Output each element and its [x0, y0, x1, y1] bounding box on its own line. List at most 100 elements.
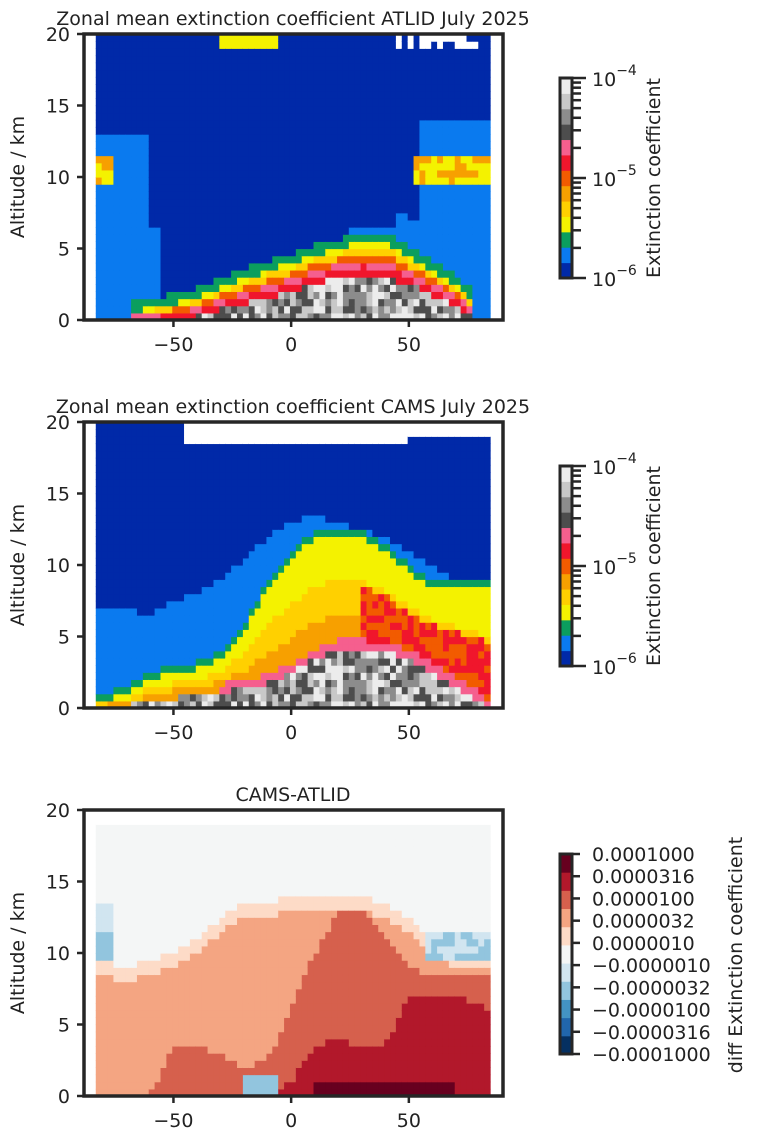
heatmap-cell — [478, 191, 485, 200]
heatmap-cell — [148, 277, 156, 285]
heatmap-cell — [172, 76, 179, 85]
heatmap-cell — [219, 291, 226, 300]
heatmap-cell — [372, 184, 379, 192]
heatmap-cell — [278, 557, 285, 566]
heatmap-cell — [178, 98, 185, 107]
heatmap-cell — [195, 162, 203, 171]
heatmap-cell — [95, 607, 103, 616]
heatmap-cell — [195, 205, 203, 214]
heatmap-cell — [360, 62, 368, 71]
heatmap-cell — [378, 62, 385, 71]
heatmap-cell — [107, 105, 115, 114]
heatmap-cell — [242, 298, 250, 307]
heatmap-cell — [448, 234, 456, 242]
heatmap-cell — [119, 312, 126, 321]
heatmap-cell — [484, 212, 491, 221]
heatmap-cell — [178, 672, 185, 680]
heatmap-cell — [378, 586, 385, 595]
heatmap-cell — [313, 62, 320, 71]
heatmap-cell — [184, 486, 191, 495]
heatmap-cell — [201, 119, 209, 128]
heatmap-cell — [207, 665, 215, 673]
heatmap-cell — [401, 69, 409, 78]
heatmap-cell — [195, 291, 203, 300]
heatmap-cell — [278, 162, 285, 171]
heatmap-cell — [231, 105, 238, 114]
heatmap-cell — [242, 522, 250, 530]
heatmap-cell — [425, 126, 432, 135]
heatmap-cell — [154, 507, 162, 516]
heatmap-cell — [142, 312, 150, 321]
heatmap-cell — [278, 105, 285, 114]
heatmap-cell — [248, 84, 256, 92]
heatmap-cell — [166, 98, 173, 107]
heatmap-cell — [154, 472, 162, 480]
heatmap-cell — [301, 41, 309, 49]
heatmap-cell — [207, 241, 215, 250]
heatmap-cell — [301, 615, 309, 623]
heatmap-cell — [266, 464, 273, 473]
heatmap-cell — [136, 162, 144, 171]
heatmap-cell — [213, 98, 220, 107]
heatmap-cell — [419, 284, 426, 292]
heatmap-cell — [231, 479, 238, 487]
heatmap-cell — [172, 450, 179, 459]
heatmap-cell — [148, 141, 156, 149]
heatmap-cell — [260, 69, 268, 78]
heatmap-cell — [178, 55, 185, 64]
heatmap-cell — [295, 212, 303, 221]
heatmap-cell — [354, 312, 362, 321]
heatmap-cell — [325, 55, 332, 64]
heatmap-cell — [248, 629, 256, 638]
heatmap-cell — [460, 177, 468, 185]
heatmap-cell — [219, 34, 226, 42]
heatmap-cell — [107, 565, 115, 573]
heatmap-cell — [242, 269, 250, 278]
heatmap-cell — [254, 184, 262, 192]
heatmap-cell — [178, 636, 185, 645]
heatmap-cell — [337, 112, 344, 121]
heatmap-cell — [366, 422, 373, 430]
heatmap-cell — [431, 291, 438, 300]
heatmap-cell — [378, 91, 385, 99]
heatmap-cell — [225, 98, 232, 107]
heatmap-cell — [466, 148, 473, 157]
heatmap-cell — [160, 593, 167, 602]
heatmap-cell — [419, 255, 426, 264]
heatmap-cell — [237, 148, 244, 157]
heatmap-cell — [107, 262, 115, 271]
heatmap-cell — [101, 162, 109, 171]
heatmap-cell — [372, 500, 379, 509]
heatmap-cell — [319, 34, 326, 42]
heatmap-cell — [342, 572, 350, 580]
heatmap-cell — [331, 422, 338, 430]
heatmap-cell — [166, 141, 173, 149]
heatmap-cell — [231, 643, 238, 652]
heatmap-cell — [148, 493, 156, 502]
heatmap-cell — [472, 291, 479, 300]
heatmap-cell — [366, 464, 373, 473]
heatmap-cell — [213, 686, 220, 695]
heatmap-cell — [178, 119, 185, 128]
heatmap-cell — [248, 457, 256, 466]
heatmap-cell — [272, 241, 279, 250]
heatmap-cell — [166, 62, 173, 71]
heatmap-cell — [160, 234, 167, 242]
heatmap-cell — [372, 291, 379, 300]
heatmap-cell — [331, 479, 338, 487]
heatmap-cell — [266, 514, 273, 523]
heatmap-cell — [225, 636, 232, 645]
heatmap-cell — [307, 500, 315, 509]
heatmap-cell — [307, 679, 315, 688]
heatmap-cell — [401, 665, 409, 673]
heatmap-cell — [142, 169, 150, 178]
heatmap-cell — [472, 112, 479, 121]
heatmap-cell — [413, 269, 421, 278]
heatmap-cell — [348, 62, 356, 71]
heatmap-cell — [225, 565, 232, 573]
heatmap-cell — [307, 126, 315, 135]
heatmap-cell — [260, 514, 268, 523]
heatmap-cell — [401, 177, 409, 185]
heatmap-cell — [154, 55, 162, 64]
heatmap-cell — [401, 422, 409, 430]
